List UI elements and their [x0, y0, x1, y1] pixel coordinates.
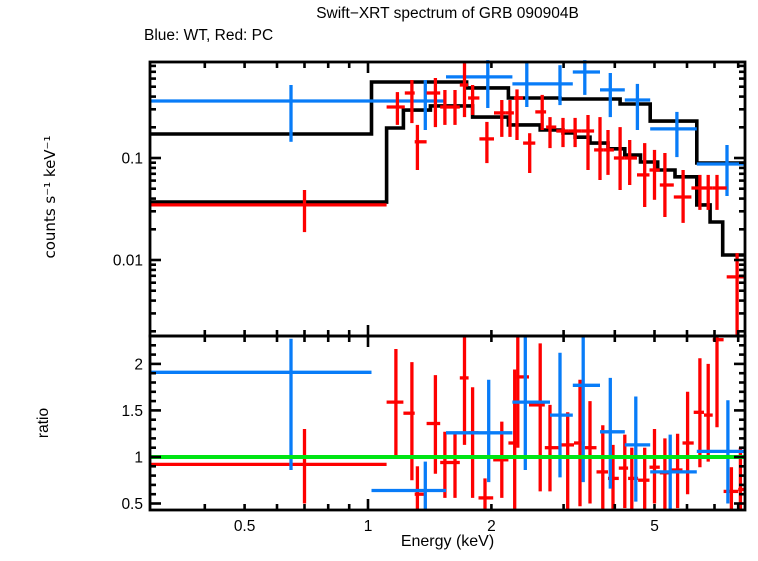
x-tick-label: 5	[650, 518, 659, 535]
y-tick-label-ratio: 1	[134, 450, 143, 467]
pc-data-points	[150, 63, 745, 336]
wt-data-points	[150, 60, 745, 196]
tick-labels: 0.5 1 2 5 0.1 0.01 0.5 1 1.5 2	[113, 151, 659, 536]
x-tick-label: 1	[364, 518, 373, 535]
page-title: Swift−XRT spectrum of GRB 090904B	[316, 5, 579, 22]
y-tick-label-counts: 0.01	[113, 253, 143, 270]
y-axis-label-counts: counts s⁻¹ keV⁻¹	[41, 135, 59, 259]
pc-ratio-points	[150, 336, 745, 510]
ratio-panel-frame	[148, 334, 747, 512]
y-axis-label-ratio: ratio	[35, 407, 52, 439]
y-tick-label-ratio: 1.5	[121, 403, 143, 420]
pc-model-line	[150, 104, 745, 257]
x-tick-label: 0.5	[234, 518, 256, 535]
y-tick-label-ratio: 0.5	[121, 496, 143, 513]
x-axis-label: Energy (keV)	[400, 533, 495, 550]
y-tick-label-ratio: 2	[134, 356, 143, 373]
y-tick-label-counts: 0.1	[121, 151, 143, 168]
legend-note: Blue: WT, Red: PC	[144, 27, 274, 44]
x-tick-label: 2	[487, 518, 496, 535]
axis-ticks	[150, 62, 745, 510]
wt-ratio-points	[150, 336, 745, 510]
